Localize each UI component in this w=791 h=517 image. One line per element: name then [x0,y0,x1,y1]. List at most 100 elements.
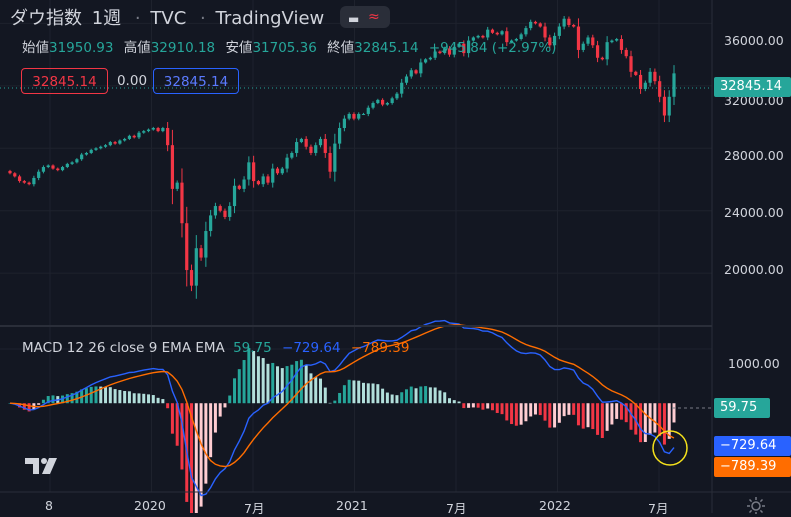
candle-body [529,21,533,29]
macd-legend[interactable]: MACD 12 26 close 9 EMA EMA 59.75 −729.64… [22,340,409,356]
candle-body [175,182,179,189]
macd-hist-bar [333,400,337,404]
candle-body [361,113,366,115]
macd-hist-bar [51,395,55,404]
macd-hist-bar [252,350,256,404]
last-price-tag: 32845.14 [714,77,791,97]
macd-hist-bar [443,392,447,404]
candle-body [438,51,442,54]
candle-body [572,24,576,27]
symbol-name: ダウ指数 [10,8,82,29]
candle-body [194,248,198,286]
candle-body [595,45,600,58]
macd-hist-bar [127,391,131,404]
macd-hist-bar [295,361,299,404]
macd-signal-value: −789.39 [350,340,410,356]
candle-body [653,71,657,82]
macd-hist-bar [323,387,327,404]
macd-hist-bar [643,403,647,442]
candle-body [638,74,643,89]
candle-body [562,18,566,27]
chart-style-toggle[interactable]: ▬ ≈ [340,6,390,28]
tradingview-logo-icon[interactable] [22,452,62,480]
macd-hist-bar [486,403,490,409]
candle-body [476,35,480,38]
macd-hist-bar [629,403,633,430]
candle-body [304,138,308,147]
macd-hist-bar [209,403,213,458]
macd-hist-bar [314,377,318,404]
macd-hist-bar [199,403,203,507]
low-value: 31705.36 [252,40,317,56]
grid-lines [0,0,712,492]
candle-body [275,168,280,174]
macd-hist-bar [605,403,609,431]
macd-hist-bar [557,403,561,423]
candle-body [352,113,356,119]
symbol-title[interactable]: ダウ指数 1週 · TVC · TradingView [10,4,328,30]
macd-hist-bar [490,403,494,411]
macd-hist-bar [299,359,303,404]
spread-value: 0.00 [116,73,148,89]
macd-hist-bar [576,403,580,426]
candle-body [519,34,523,40]
macd-hist-bar [175,403,179,446]
candle-body [237,185,241,189]
candle-body [185,223,189,271]
macd-hist-bar [414,388,418,404]
candle-body [509,40,514,43]
macd-line-value: −729.64 [282,340,341,356]
macd-hist-bar [471,403,475,408]
high-value: 32910.18 [150,40,216,56]
candle-body [514,39,518,41]
candle-body [252,162,256,182]
macd-hist-bar [662,403,666,445]
macd-hist-bar [500,403,504,415]
candle-body [576,26,581,50]
macd-hist-bar [132,393,136,404]
candle-body [462,43,466,54]
candle-body [624,49,628,57]
macd-hist-bar [600,403,604,438]
macd-hist-bar [137,393,141,404]
candle-body [404,76,409,83]
buy-price-box[interactable]: 32845.14 [153,68,239,94]
macd-hist-bar [123,391,127,404]
macd-hist-bar [462,403,466,409]
macd-hist-bar [366,383,370,404]
candle-body [658,81,662,97]
candle-body [347,113,351,119]
candle-body [376,99,380,104]
candle-body [629,56,633,72]
sell-price-box[interactable]: 32845.14 [21,68,108,94]
macd-hist-bar [505,403,509,421]
candle-body [443,48,447,54]
open-label: 始値 [22,40,49,56]
candle-body [605,42,609,60]
candlestick-series [8,16,676,299]
macd-hist-bar [619,403,623,420]
candle-body [318,138,323,146]
candle-body [567,18,571,25]
candle-body [27,182,31,185]
close-value: 32845.14 [354,40,419,56]
macd-hist-bar [213,403,217,433]
candle-body [89,149,93,153]
macd-hist-bar [194,403,198,513]
candle-body [295,142,299,153]
candle-body [108,142,112,146]
macd-hist-bar [156,397,160,404]
macd-hist-bar [352,380,356,404]
macd-hist-bar [510,403,514,425]
candle-body [223,210,227,217]
macd-hist-bar [581,403,585,429]
macd-hist-bar [118,390,122,404]
macd-hist-bar [624,403,628,423]
candle-body [127,135,132,139]
candle-body [151,128,155,130]
gear-icon[interactable] [746,496,766,514]
macd-hist-bar [357,380,361,404]
macd-hist-bar [672,403,676,423]
